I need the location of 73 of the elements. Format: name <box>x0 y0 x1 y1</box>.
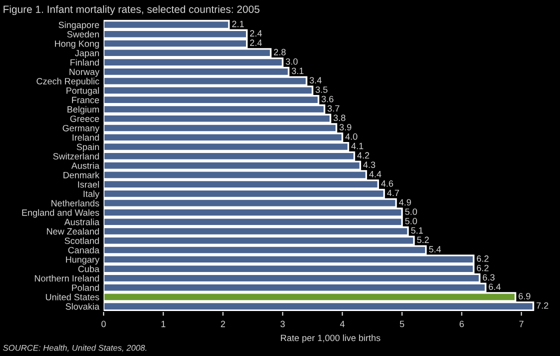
y-tick-label: Spain <box>76 143 99 152</box>
x-tick-label: 1 <box>161 320 166 328</box>
data-label: 3.5 <box>316 86 328 93</box>
x-tick-label: 0 <box>101 320 106 328</box>
data-label: 4.7 <box>387 190 399 196</box>
y-tick-label: Slovakia <box>66 303 100 310</box>
y-tick-label: France <box>72 96 100 104</box>
data-label: 2.4 <box>250 40 262 46</box>
y-tick-label: Italy <box>84 190 100 199</box>
y-tick-label: Singapore <box>58 21 100 30</box>
y-tick-label: Belgium <box>68 106 99 114</box>
y-tick-label: Hong Kong <box>55 40 99 49</box>
data-label: 2.4 <box>250 30 262 36</box>
data-label: 6.2 <box>476 255 489 262</box>
y-tick-label: Japan <box>74 50 99 58</box>
data-label: 4.4 <box>369 171 382 178</box>
y-tick-label: England and Wales <box>22 209 100 218</box>
chart-title: Figure 1. Infant mortality rates, selected countries: 2005 <box>4 5 260 16</box>
data-label: 4.1 <box>351 142 364 150</box>
data-label: 5.2 <box>417 236 429 244</box>
data-label: 6.3 <box>482 274 495 281</box>
x-tick-label: 2 <box>220 320 226 328</box>
data-label: 6.2 <box>476 264 489 272</box>
data-label: 5.4 <box>429 246 441 252</box>
source-note: SOURCE: Health, United States, 2008. <box>3 344 146 352</box>
y-tick-label: United States <box>46 294 100 300</box>
data-label: 4.0 <box>345 133 358 140</box>
y-tick-label: Ireland <box>72 134 99 141</box>
data-label: 4.3 <box>363 162 376 168</box>
x-tick-label: 7 <box>519 320 524 328</box>
data-label: 7.2 <box>536 302 548 309</box>
y-tick-label: Portugal <box>66 87 99 96</box>
y-tick-label: Northern Ireland <box>34 274 99 282</box>
data-label: 6.9 <box>518 292 530 300</box>
data-label: 5.0 <box>405 218 417 224</box>
y-tick-label: Austria <box>71 162 100 169</box>
data-label: 6.4 <box>488 284 501 290</box>
y-tick-label: Germany <box>62 124 100 134</box>
data-label: 5.0 <box>405 208 417 215</box>
data-label: 3.6 <box>322 96 334 102</box>
data-label: 2.8 <box>274 48 286 56</box>
y-tick-label: Sweden <box>67 30 99 38</box>
x-tick-label: 5 <box>400 320 404 328</box>
y-tick-label: Switzerland <box>53 152 99 160</box>
y-tick-label: Australia <box>64 218 100 226</box>
y-tick-label: New Zealand <box>46 228 99 235</box>
y-tick-label: Norway <box>70 68 100 77</box>
data-label: 3.7 <box>328 105 340 112</box>
data-label: 4.2 <box>357 152 370 158</box>
y-tick-label: Finland <box>70 59 99 66</box>
x-tick-label: 3 <box>280 320 285 328</box>
y-tick-label: Canada <box>68 246 100 254</box>
y-tick-label: Greece <box>70 116 100 122</box>
data-label: 3.8 <box>334 114 346 122</box>
data-label: 5.1 <box>411 227 423 234</box>
data-label: 3.0 <box>286 58 298 65</box>
y-tick-label: Czech Republic <box>36 78 100 86</box>
y-tick-label: Hungary <box>66 256 100 265</box>
data-label: 3.9 <box>339 124 352 130</box>
y-tick-label: Poland <box>72 284 99 291</box>
x-tick-label: 4 <box>340 320 345 328</box>
y-tick-label: Denmark <box>64 172 100 178</box>
y-tick-label: Netherlands <box>52 200 100 206</box>
y-tick-label: Cuba <box>78 266 100 272</box>
data-label: 3.4 <box>310 77 322 84</box>
x-tick-label: 6 <box>460 320 464 328</box>
x-axis-title: Rate per 1,000 live births <box>280 334 380 343</box>
data-label: 4.9 <box>399 199 411 206</box>
data-label: 4.6 <box>381 180 394 187</box>
y-tick-label: Scotland <box>64 237 99 244</box>
data-label: 3.1 <box>292 68 304 74</box>
y-tick-label: Israel <box>78 181 99 188</box>
data-label: 2.1 <box>232 20 244 28</box>
